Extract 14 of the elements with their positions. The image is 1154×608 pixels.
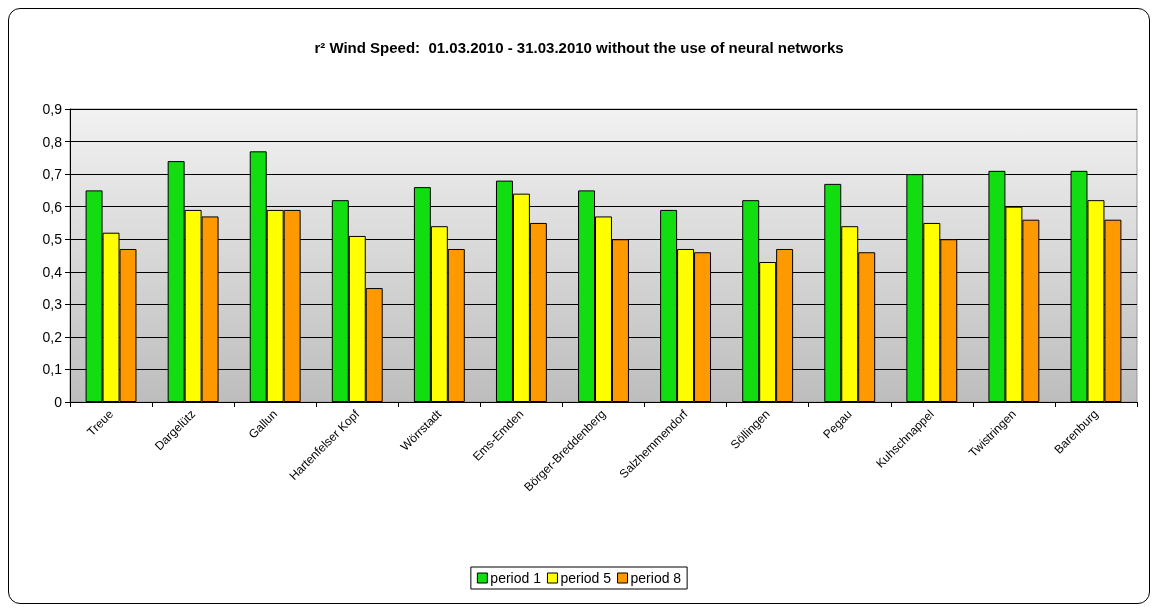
y-tick-label: 0,5: [42, 231, 63, 248]
y-tick-label: 0,4: [42, 263, 63, 280]
y-tick-label: 0,6: [42, 198, 63, 215]
y-tick-label: 0,3: [42, 296, 63, 313]
chart-title: r² Wind Speed: 01.03.2010 - 31.03.2010 without the use of neural networks: [314, 39, 844, 56]
legend-label: period 8: [630, 570, 682, 586]
y-tick-label: 0,1: [42, 361, 63, 378]
legend-label: period 1: [490, 570, 542, 586]
y-tick-label: 0,2: [42, 328, 63, 345]
y-tick-label: 0,8: [42, 133, 63, 150]
y-tick-label: 0: [54, 394, 63, 410]
y-tick-label: 0,9: [42, 101, 63, 117]
y-tick-label: 0,7: [42, 166, 63, 183]
legend-label: period 5: [560, 570, 612, 586]
